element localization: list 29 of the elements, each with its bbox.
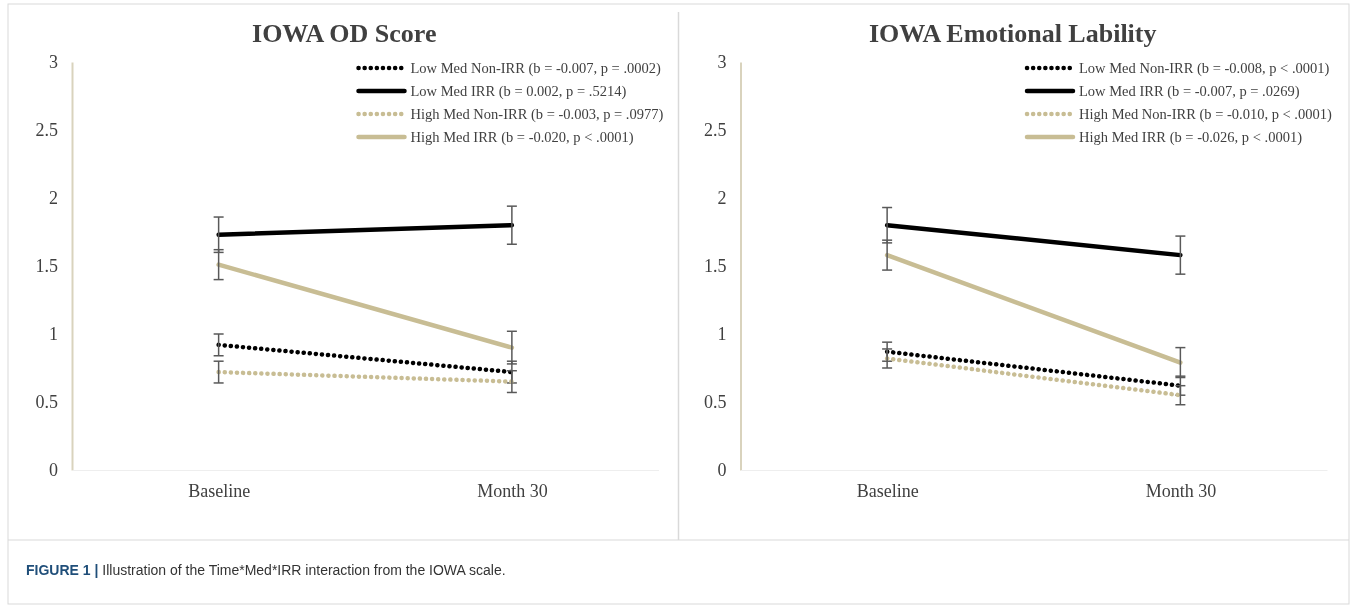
x-tick-label: Baseline — [856, 480, 919, 501]
y-tick-label: 2.5 — [35, 120, 58, 141]
y-tick-label: 0.5 — [35, 392, 58, 413]
x-tick-label: Month 30 — [477, 480, 548, 501]
legend-label: High Med Non-IRR (b = -0.003, p = .0977) — [410, 106, 664, 123]
legend-label: High Med IRR (b = -0.026, p < .0001) — [1079, 129, 1303, 146]
y-tick-label: 2 — [49, 188, 58, 209]
legend-label: Low Med Non-IRR (b = -0.007, p = .0002) — [410, 60, 662, 77]
y-tick-label: 1 — [49, 324, 58, 345]
x-tick-label: Baseline — [188, 480, 251, 501]
chart-title: IOWA OD Score — [252, 19, 437, 48]
y-tick-label: 0 — [49, 460, 58, 481]
y-tick-label: 3 — [49, 52, 58, 73]
y-tick-label: 1.5 — [704, 256, 727, 277]
chart-title: IOWA Emotional Lability — [869, 19, 1157, 48]
legend-label: High Med Non-IRR (b = -0.010, p < .0001) — [1079, 106, 1332, 123]
legend-label: Low Med IRR (b = -0.007, p = .0269) — [1079, 83, 1300, 100]
legend-label: Low Med Non-IRR (b = -0.008, p < .0001) — [1079, 60, 1330, 77]
x-tick-label: Month 30 — [1145, 480, 1217, 501]
y-tick-label: 3 — [717, 52, 727, 73]
y-tick-label: 0 — [717, 460, 727, 481]
legend-label: Low Med IRR (b = 0.002, p = .5214) — [410, 83, 627, 100]
caption: FIGURE 1 | Illustration of the Time*Med*IRR interaction from the IOWA scale. — [26, 562, 506, 578]
y-tick-label: 2.5 — [704, 120, 727, 141]
y-tick-label: 1 — [717, 324, 727, 345]
legend-label: High Med IRR (b = -0.020, p < .0001) — [410, 129, 634, 146]
y-tick-label: 2 — [717, 188, 727, 209]
y-tick-label: 1.5 — [35, 256, 58, 277]
y-tick-label: 0.5 — [704, 392, 727, 413]
